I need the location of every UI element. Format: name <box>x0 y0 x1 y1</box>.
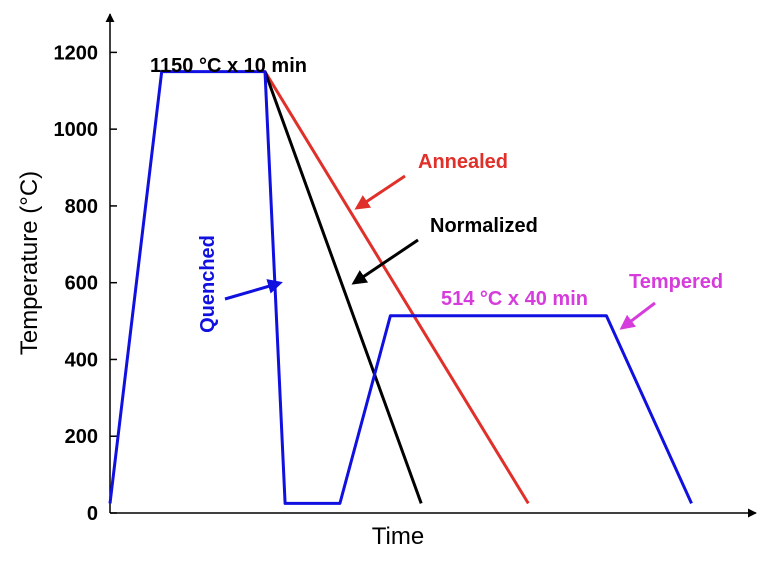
y-tick-label: 800 <box>65 196 98 218</box>
annotation-tempered: Tempered <box>629 271 723 293</box>
y-axis-title: Temperature (°C) <box>16 171 43 355</box>
y-ticks: 0 200 400 600 800 1000 1200 <box>54 42 117 525</box>
series-line-quenched <box>108 70 693 505</box>
series-line-annealed <box>263 70 530 505</box>
tempered-arrow <box>619 301 656 330</box>
y-tick-label: 1200 <box>54 42 99 64</box>
annotation-hold-temper: 514 °C x 40 min <box>441 288 588 310</box>
annotation-annealed: Annealed <box>418 151 508 173</box>
axes <box>105 13 757 518</box>
series-line-normalized <box>263 71 423 504</box>
y-tick-label: 600 <box>65 273 98 295</box>
annealed-arrow <box>354 174 406 210</box>
y-tick-label: 400 <box>65 349 98 371</box>
annotation-hold-top: 1150 °C x 10 min <box>150 55 307 77</box>
quenched-arrow <box>224 279 283 301</box>
series-layer <box>108 70 693 505</box>
normalized-arrow <box>351 238 419 285</box>
y-tick-label: 1000 <box>54 119 99 141</box>
annotation-quenched: Quenched <box>197 235 219 333</box>
x-axis-title: Time <box>372 523 424 550</box>
annotation-normalized: Normalized <box>430 215 538 237</box>
y-tick-label: 0 <box>87 503 98 525</box>
y-tick-label: 200 <box>65 426 98 448</box>
annotation-arrows <box>224 174 656 330</box>
